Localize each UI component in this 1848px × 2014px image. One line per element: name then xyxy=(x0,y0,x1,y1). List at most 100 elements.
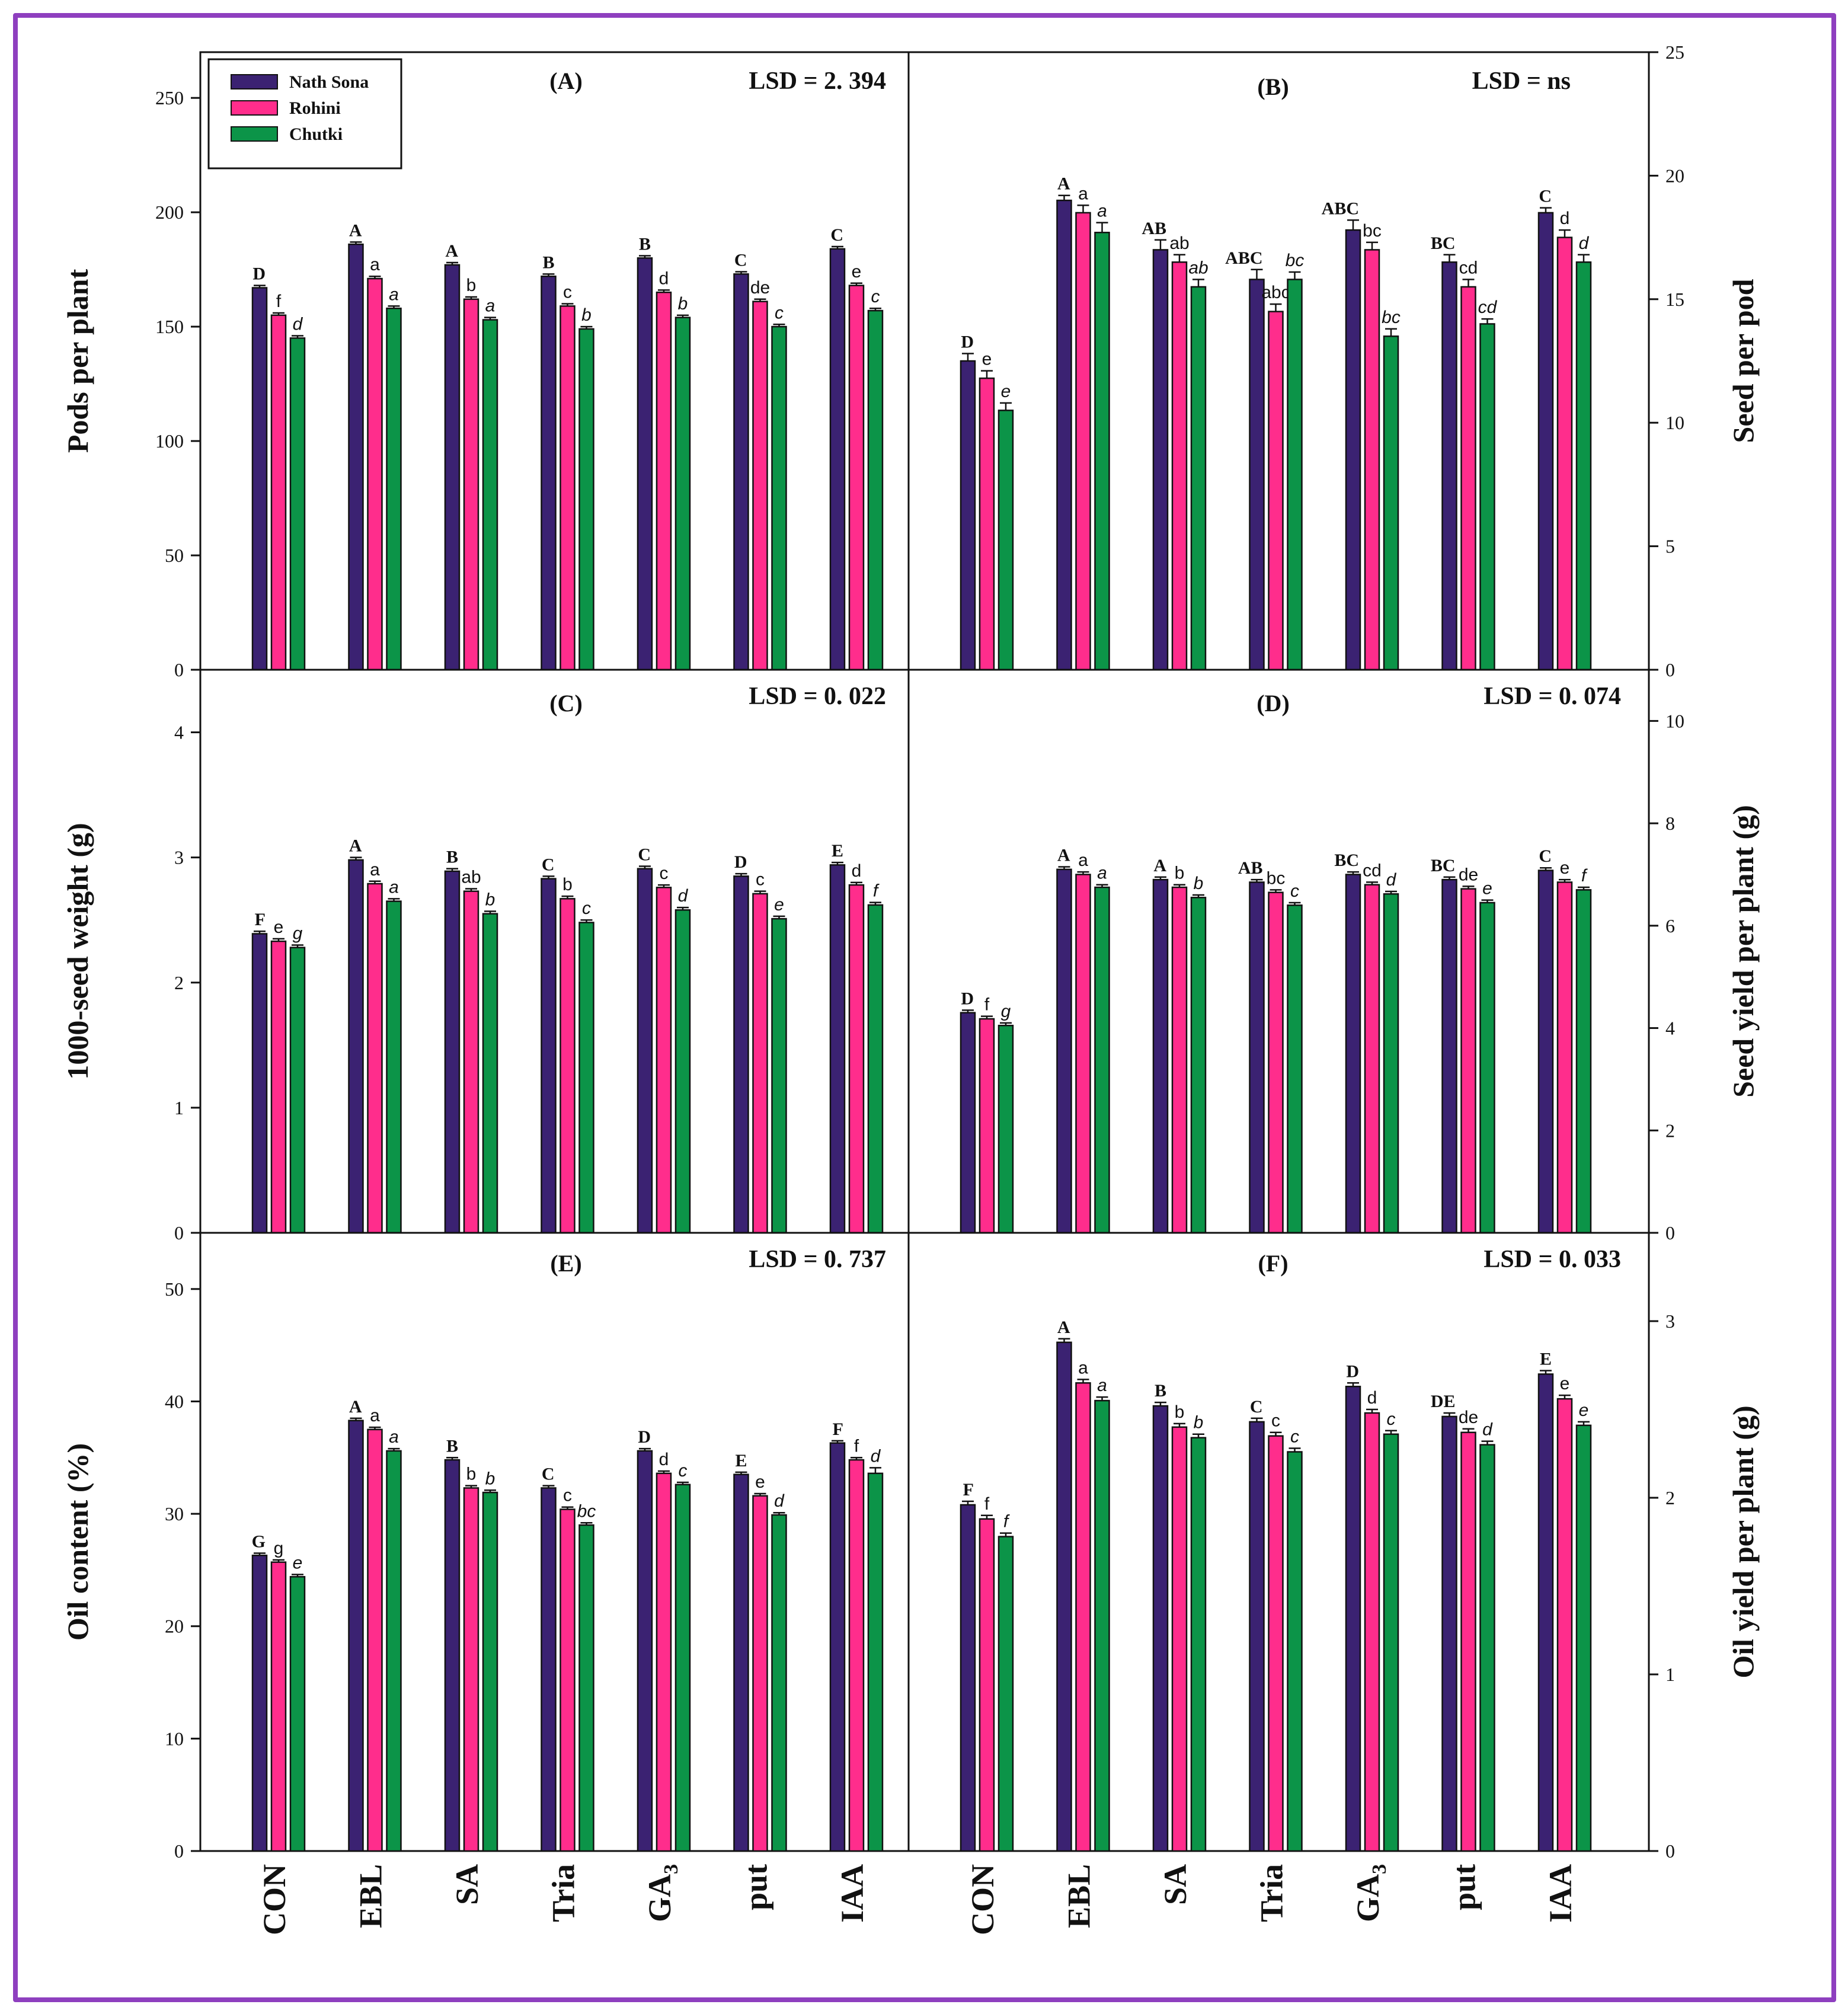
bar-nath-sona-ga3 xyxy=(1345,229,1361,671)
y-tick-label: 10 xyxy=(1665,710,1684,731)
legend-swatch-chutki xyxy=(231,126,278,142)
significance-letter: bc xyxy=(1286,251,1305,270)
y-tick-label: 20 xyxy=(1665,165,1684,186)
bar-chutki-ga3 xyxy=(1383,335,1399,671)
significance-letter: C xyxy=(1539,187,1552,206)
significance-letter: c xyxy=(1290,1427,1299,1447)
significance-letter: a xyxy=(370,1406,380,1425)
bar-rohini-tria xyxy=(559,898,575,1234)
significance-letter: cd xyxy=(1363,861,1382,880)
legend-label-rohini: Rohini xyxy=(289,98,341,118)
bar-chutki-iaa xyxy=(1575,889,1592,1234)
figure-frame xyxy=(13,13,1836,2002)
significance-letter: d xyxy=(659,268,669,288)
y-tick-label: 15 xyxy=(1665,289,1684,310)
y-tick-label: 6 xyxy=(1665,915,1675,936)
y-tick-label: 5 xyxy=(1665,536,1675,557)
y-tick-label: 3 xyxy=(174,847,184,868)
y-tick-label: 0 xyxy=(174,1222,184,1243)
bar-chutki-iaa xyxy=(1575,1424,1592,1852)
significance-letter: C xyxy=(830,225,843,245)
significance-letter: c xyxy=(1290,881,1299,901)
significance-letter: D xyxy=(638,1427,651,1447)
bar-chutki-sa xyxy=(482,319,498,671)
significance-letter: ab xyxy=(1169,234,1189,253)
y-tick-label: 3 xyxy=(1665,1310,1675,1332)
panel-label: (D) xyxy=(1256,690,1290,717)
bar-chutki-put xyxy=(1479,901,1495,1234)
bar-nath-sona-con xyxy=(251,287,268,671)
bar-rohini-put xyxy=(752,893,768,1234)
bar-rohini-tria xyxy=(1268,311,1284,671)
bar-nath-sona-ebl xyxy=(1056,199,1072,671)
panel-F: 0 1 2 3 Oil yield per plant (g) (F) LSD = 0. 0… xyxy=(907,1232,1760,1935)
significance-letter: d xyxy=(1386,870,1397,890)
bar-nath-sona-put xyxy=(733,1473,749,1852)
y-tick-label: 10 xyxy=(1665,412,1684,433)
panel-E: 0 10 20 30 40 50 Oil content (%) (E) LSD = 0. 73… xyxy=(61,1232,910,1935)
y-tick-label: 50 xyxy=(165,545,184,566)
bar-rohini-sa xyxy=(463,890,479,1234)
significance-letter: d xyxy=(774,1491,785,1511)
significance-letter: d xyxy=(871,1446,881,1466)
bar-rohini-ebl xyxy=(1075,1382,1091,1852)
bar-rohini-ebl xyxy=(367,1428,383,1852)
bar-chutki-ebl xyxy=(1094,1399,1110,1852)
significance-letter: D xyxy=(252,264,266,284)
significance-letter: B xyxy=(446,1436,458,1456)
legend-swatch-nath-sona xyxy=(231,74,278,89)
bar-nath-sona-iaa xyxy=(1537,1373,1554,1852)
bar-nath-sona-tria xyxy=(541,1487,557,1852)
significance-letter: A xyxy=(1057,174,1070,194)
bar-rohini-put xyxy=(1460,1431,1476,1852)
significance-letter: e xyxy=(982,350,992,369)
panel-label: (F) xyxy=(1258,1250,1288,1277)
bar-chutki-ga3 xyxy=(1383,1433,1399,1852)
bar-rohini-put xyxy=(1460,888,1476,1234)
significance-letter: f xyxy=(1581,866,1588,885)
bar-nath-sona-ebl xyxy=(348,859,364,1234)
significance-letter: g xyxy=(274,1539,284,1558)
bar-chutki-ebl xyxy=(386,307,402,671)
significance-letter: a xyxy=(485,296,495,316)
bar-nath-sona-ebl xyxy=(348,243,364,671)
bar-rohini-con xyxy=(270,940,287,1234)
lsd-label: LSD = 2. 394 xyxy=(749,68,886,95)
significance-letter: C xyxy=(734,250,747,270)
significance-letter: de xyxy=(1459,865,1478,884)
significance-letter: c xyxy=(679,1461,688,1481)
bar-rohini-tria xyxy=(1268,1435,1284,1852)
bar-nath-sona-ga3 xyxy=(637,868,653,1234)
bar-chutki-put xyxy=(1479,1444,1495,1852)
bar-rohini-put xyxy=(752,300,768,671)
bar-rohini-iaa xyxy=(848,884,865,1234)
bar-rohini-iaa xyxy=(848,284,865,671)
y-axis-title: Pods per plant xyxy=(61,269,94,453)
y-tick-label: 25 xyxy=(1665,41,1684,63)
x-tick-label-ebl: EBL xyxy=(1062,1864,1097,1928)
y-tick-label: 4 xyxy=(1665,1018,1675,1039)
bar-chutki-sa xyxy=(482,1491,498,1852)
significance-letter: e xyxy=(1001,382,1011,401)
bar-rohini-sa xyxy=(463,298,479,671)
bar-chutki-con xyxy=(997,1024,1014,1234)
bar-chutki-put xyxy=(771,325,787,671)
bar-chutki-iaa xyxy=(867,1472,884,1852)
significance-letter: bc xyxy=(577,1501,596,1521)
significance-letter: c xyxy=(582,899,591,918)
bar-chutki-iaa xyxy=(867,904,884,1234)
bar-chutki-ebl xyxy=(1094,886,1110,1234)
y-tick-label: 2 xyxy=(174,972,184,993)
bar-rohini-ebl xyxy=(367,883,383,1234)
legend: Nath Sona Rohini Chutki xyxy=(207,58,402,170)
y-axis-title: Oil content (%) xyxy=(61,1443,94,1641)
panel-label: (E) xyxy=(550,1250,581,1277)
x-tick-label-iaa: IAA xyxy=(835,1864,870,1923)
bar-nath-sona-ebl xyxy=(1056,868,1072,1234)
significance-letter: c xyxy=(756,870,765,890)
bar-chutki-put xyxy=(771,1514,787,1852)
bar-nath-sona-iaa xyxy=(1537,212,1554,671)
bar-chutki-put xyxy=(1479,323,1495,671)
significance-letter: e xyxy=(1482,879,1492,899)
bar-rohini-ga3 xyxy=(656,887,672,1234)
